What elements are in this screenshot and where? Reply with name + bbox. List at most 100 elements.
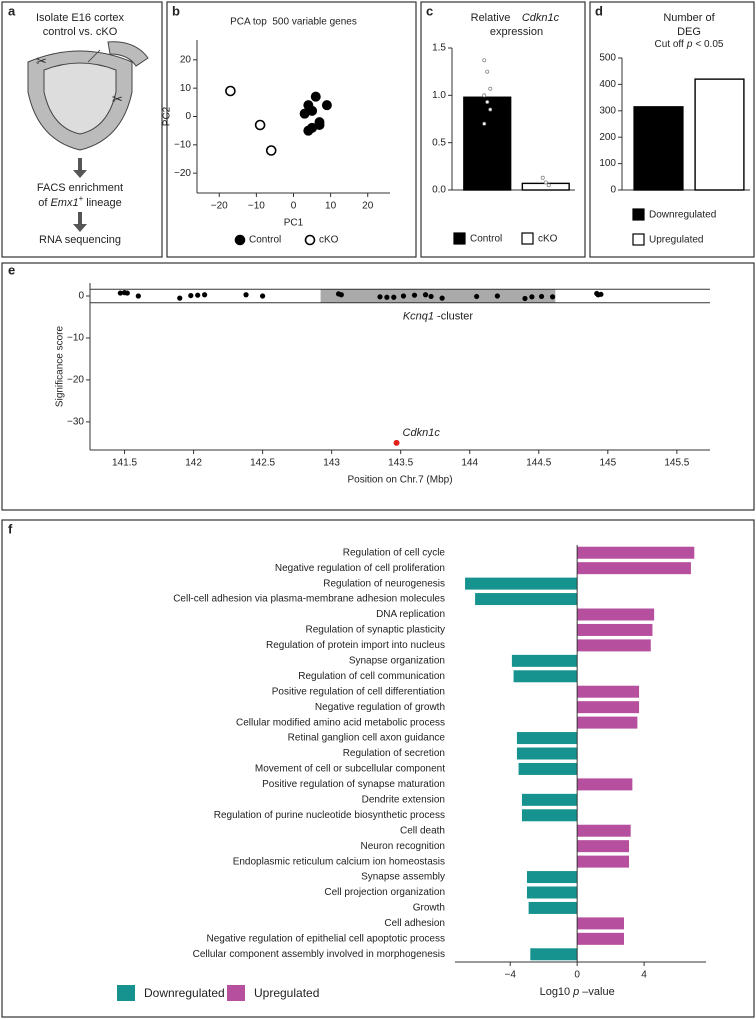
- legend-label: Downregulated: [144, 986, 225, 1000]
- x-tick-label: −20: [211, 201, 228, 212]
- point: [195, 292, 201, 298]
- x-tick-label: 4: [641, 970, 647, 981]
- x-tick-label: 141.5: [112, 458, 137, 469]
- arrow: [73, 212, 87, 232]
- category-label: Synapse assembly: [361, 872, 445, 883]
- y-tick-label: 10: [180, 83, 192, 94]
- point: [117, 290, 123, 296]
- point: [243, 292, 249, 298]
- chart-title: expression: [490, 26, 543, 38]
- label: Log10 p –value: [540, 986, 615, 998]
- category-label: Cell-cell adhesion via plasma-membrane a…: [173, 594, 445, 605]
- highlight-label: Cdkn1c: [403, 427, 441, 439]
- bar: [463, 96, 512, 191]
- data-point: [540, 175, 545, 180]
- legend-swatch: [632, 208, 645, 221]
- scissors: ✂: [112, 91, 123, 106]
- x-tick-label: 142: [185, 458, 202, 469]
- x-tick-label: 143.5: [388, 458, 413, 469]
- category-label: Neuron recognition: [361, 841, 446, 852]
- point: [549, 294, 556, 300]
- bar: [516, 732, 578, 745]
- point: [422, 292, 429, 298]
- text-part: < 0.05: [695, 39, 724, 50]
- bar: [577, 778, 633, 791]
- y-axis-label: Significance score: [55, 325, 66, 407]
- y-tick-label: 300: [599, 105, 616, 116]
- category-label: Endoplasmic reticulum calcium ion homeos…: [233, 856, 445, 867]
- bar: [577, 855, 630, 868]
- category-label: Cellular component assembly involved in …: [193, 949, 445, 960]
- y-tick-label: 500: [599, 53, 616, 64]
- chart-title: PCA top 500 variable genes: [230, 17, 357, 28]
- data-point: [482, 121, 487, 126]
- legend-label: Control: [470, 234, 502, 245]
- legend-marker: [304, 234, 316, 246]
- data-point: [488, 107, 493, 112]
- legend-label: cKO: [538, 234, 558, 245]
- legend-marker: [234, 234, 246, 246]
- x-tick-label: 142.5: [250, 458, 275, 469]
- x-tick-label: 144.5: [526, 458, 551, 469]
- data-point: [482, 58, 487, 63]
- bar: [577, 623, 653, 636]
- bar: [577, 546, 695, 559]
- brain-inner: [43, 62, 117, 135]
- legend-label: Downregulated: [649, 210, 716, 221]
- legend-swatch: [453, 232, 466, 245]
- x-tick-label: 0: [291, 201, 297, 212]
- y-tick-label: −30: [67, 417, 84, 428]
- bar: [526, 871, 578, 884]
- category-label: Movement of cell or subcellular componen…: [255, 764, 445, 775]
- legend-swatch: [632, 233, 645, 246]
- y-tick-label: 0: [610, 185, 616, 196]
- bar: [521, 809, 578, 822]
- x-tick-label: 145.5: [664, 458, 689, 469]
- lift-arrow: [87, 49, 101, 63]
- category-label: Positive regulation of cell differentiat…: [272, 686, 445, 697]
- bar: [577, 685, 640, 698]
- data-point: [546, 183, 551, 188]
- category-label: Regulation of secretion: [343, 748, 445, 759]
- x-axis-label: PC1: [284, 218, 304, 229]
- point: [529, 294, 535, 300]
- bar: [516, 747, 578, 760]
- y-tick-label: 0.0: [432, 185, 446, 196]
- category-label: Regulation of purine nucleotide biosynth…: [214, 810, 445, 821]
- panel-label: f: [8, 521, 13, 536]
- bar: [513, 670, 578, 683]
- y-tick-label: −20: [174, 168, 191, 179]
- category-label: Cellular modified amino acid metabolic p…: [236, 717, 445, 728]
- x-tick-label: 145: [599, 458, 616, 469]
- bar: [528, 901, 578, 914]
- category-label: Regulation of cell communication: [298, 671, 445, 682]
- x-tick-label: 144: [461, 458, 478, 469]
- category-label: Growth: [413, 903, 445, 914]
- panel-label: b: [172, 3, 180, 18]
- category-label: Dendrite extension: [362, 794, 445, 805]
- point: [391, 294, 397, 300]
- panel-label: a: [8, 3, 16, 18]
- bar: [577, 824, 631, 837]
- x-tick-label: −4: [505, 970, 517, 981]
- legend-swatch: [117, 985, 135, 1001]
- legend-label: Upregulated: [649, 235, 703, 246]
- bar: [577, 932, 625, 945]
- point: [310, 91, 321, 102]
- cortex-illustration: ✂ ✂: [27, 41, 149, 232]
- bar: [511, 654, 578, 667]
- point: [474, 293, 480, 300]
- bar: [577, 917, 625, 930]
- category-label: Negative regulation of epithelial cell a…: [207, 933, 445, 944]
- bar: [577, 716, 638, 729]
- point: [338, 292, 344, 298]
- point: [400, 293, 407, 299]
- point: [522, 295, 528, 302]
- y-axis-label: PC2: [162, 106, 173, 126]
- data-point: [482, 93, 487, 98]
- point: [303, 100, 314, 111]
- text-part: -cluster: [437, 311, 473, 323]
- chart-title: Relative: [471, 12, 511, 24]
- point: [225, 85, 236, 97]
- category-label: Regulation of protein import into nucleu…: [266, 640, 445, 651]
